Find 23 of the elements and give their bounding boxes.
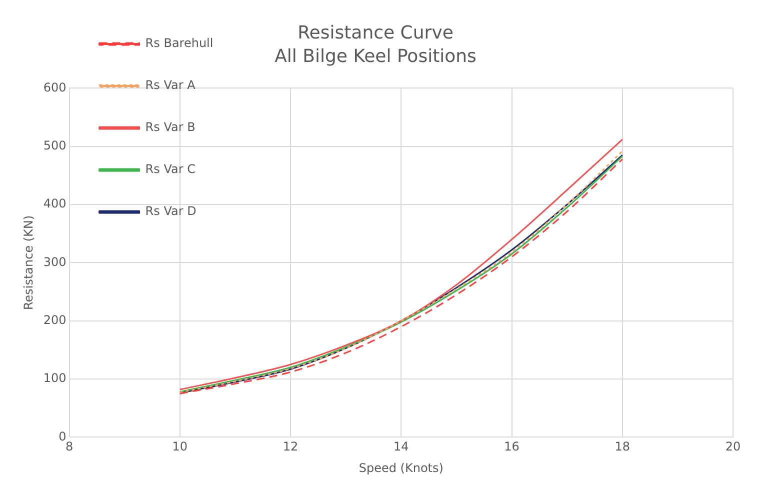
x-tick-label: 8 — [65, 440, 74, 454]
legend-label: Rs Var D — [145, 204, 196, 218]
x-tick-label: 12 — [282, 440, 298, 454]
legend-label: Rs Var A — [145, 78, 196, 92]
x-tick-label: 14 — [394, 440, 409, 454]
legend-label: Rs Var C — [145, 162, 196, 176]
chart-subtitle: All Bilge Keel Positions — [274, 46, 476, 68]
x-tick-label: 18 — [614, 440, 630, 454]
chart-title: Resistance Curve — [298, 22, 454, 44]
y-tick-label: 300 — [43, 254, 66, 269]
y-tick-label: 200 — [43, 312, 66, 327]
x-tick-label: 10 — [172, 440, 188, 454]
y-tick-label: 0 — [58, 429, 66, 444]
x-tick-label: 16 — [504, 440, 520, 454]
x-tick-label: 20 — [725, 440, 741, 454]
y-tick-label: 100 — [43, 371, 66, 386]
x-axis-title: Speed (Knots) — [358, 460, 444, 475]
legend-label: Rs Barehull — [145, 36, 214, 50]
legend-label: Rs Var B — [145, 120, 196, 134]
y-tick-label: 400 — [43, 196, 66, 211]
y-tick-label: 500 — [43, 138, 66, 152]
y-tick-label: 600 — [43, 80, 66, 94]
y-axis-title: Resistance (KN) — [21, 215, 36, 310]
